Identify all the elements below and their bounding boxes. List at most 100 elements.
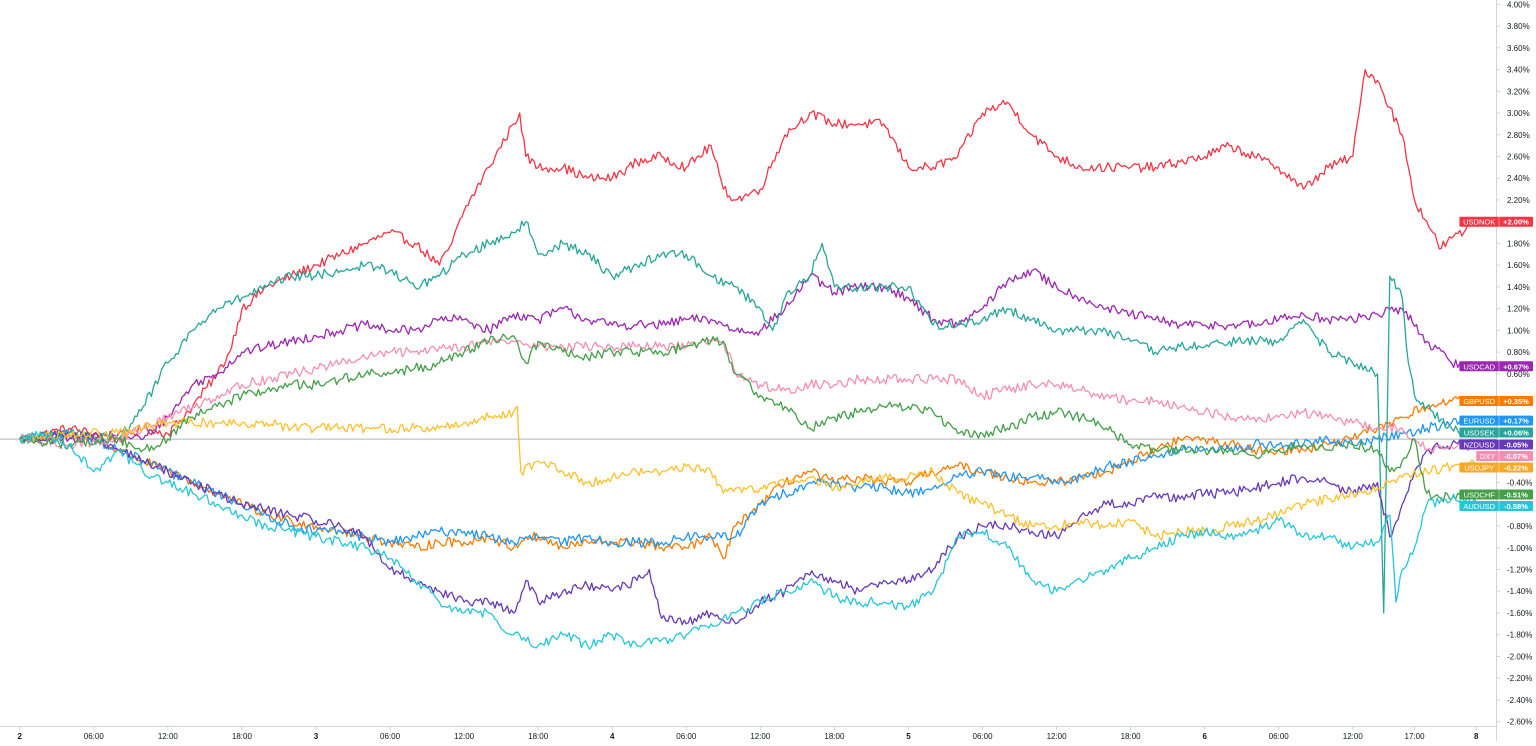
y-tick-label: -1.40% bbox=[1507, 587, 1532, 596]
y-tick-label: 0.80% bbox=[1507, 348, 1530, 357]
series-name-text: NZDUSD bbox=[1464, 441, 1496, 450]
y-tick-label: 1.60% bbox=[1507, 261, 1530, 270]
value-label-usdjpy: USDJPY -0.22% bbox=[1459, 462, 1533, 473]
series-line-eurusd[interactable] bbox=[19, 417, 1477, 548]
y-tick-label: -1.60% bbox=[1507, 609, 1532, 618]
y-axis: 4.00% 3.80% 3.60% 3.40% 3.20% 3.00% 2.80% 2.60%… bbox=[1496, 0, 1532, 741]
series-name-text: DXY bbox=[1480, 452, 1495, 461]
series-name-tag bbox=[1459, 439, 1499, 450]
y-tick-label: -1.00% bbox=[1507, 544, 1532, 553]
y-tick-label: 3.20% bbox=[1507, 87, 1530, 96]
y-tick-label: 0.60% bbox=[1507, 370, 1530, 379]
series-value-tag bbox=[1499, 415, 1533, 426]
y-tick-label: 3.40% bbox=[1507, 66, 1530, 75]
y-tick-label: 1.00% bbox=[1507, 326, 1530, 335]
series-value-tag bbox=[1499, 489, 1533, 500]
series-name-tag bbox=[1459, 216, 1499, 227]
x-tick-label-time: 06:00 bbox=[1269, 732, 1290, 741]
series-name-tag bbox=[1459, 361, 1499, 372]
series-name-text: USDSEK bbox=[1464, 429, 1495, 438]
value-label-dxy: DXY -0.07% bbox=[1476, 451, 1533, 462]
series-line-gbpusd[interactable] bbox=[19, 395, 1477, 560]
y-tick-label: 4.00% bbox=[1507, 0, 1530, 9]
series-value-text: -0.07% bbox=[1504, 452, 1528, 461]
x-tick-label-time: 06:00 bbox=[973, 732, 994, 741]
series-line-audusd[interactable] bbox=[19, 430, 1477, 650]
x-tick-label-time: 06:00 bbox=[84, 732, 105, 741]
y-tick-label: -2.60% bbox=[1507, 718, 1532, 727]
y-tick-label: -2.00% bbox=[1507, 652, 1532, 661]
series-name-text: USDCHF bbox=[1464, 491, 1496, 500]
y-tick-label: -1.80% bbox=[1507, 631, 1532, 640]
x-tick-label-time: 12:00 bbox=[158, 732, 179, 741]
series-line-usdnok[interactable] bbox=[19, 68, 1477, 443]
series-value-text: -0.51% bbox=[1504, 491, 1528, 500]
y-tick-label: 1.20% bbox=[1507, 305, 1530, 314]
series-name-tag bbox=[1476, 451, 1499, 462]
y-tick-label: 2.60% bbox=[1507, 153, 1530, 162]
value-label-nzdusd: NZDUSD -0.05% bbox=[1459, 439, 1533, 450]
y-tick-label: 3.60% bbox=[1507, 44, 1530, 53]
series-name-tag bbox=[1459, 427, 1499, 438]
series-name-text: EURUSD bbox=[1463, 417, 1495, 426]
series-value-text: +2.00% bbox=[1503, 218, 1529, 227]
x-tick-label-day: 3 bbox=[314, 732, 319, 741]
x-tick-label-time: 18:00 bbox=[232, 732, 253, 741]
x-tick-label-day: 8 bbox=[1474, 732, 1479, 741]
series-value-text: -0.58% bbox=[1504, 502, 1528, 511]
series-line-usdjpy[interactable] bbox=[19, 405, 1477, 541]
plot-area[interactable] bbox=[0, 68, 1496, 650]
x-tick-label-time: 12:00 bbox=[1343, 732, 1364, 741]
y-tick-label: 2.40% bbox=[1507, 174, 1530, 183]
series-value-text: -0.22% bbox=[1504, 464, 1528, 473]
series-name-tag bbox=[1459, 489, 1499, 500]
value-label-usdnok: USDNOK +2.00% bbox=[1459, 216, 1533, 227]
y-tick-label: -0.40% bbox=[1507, 479, 1532, 488]
series-name-tag bbox=[1459, 396, 1499, 407]
series-value-text: -0.05% bbox=[1504, 441, 1528, 450]
y-tick-label: 3.80% bbox=[1507, 22, 1530, 31]
series-value-tag bbox=[1499, 216, 1533, 227]
series-line-nzdusd[interactable] bbox=[19, 430, 1477, 626]
x-tick-label-time: 18:00 bbox=[1121, 732, 1142, 741]
value-label-usdsek: USDSEK +0.06% bbox=[1459, 427, 1533, 438]
x-tick-label-time: 06:00 bbox=[676, 732, 697, 741]
series-name-tag bbox=[1459, 462, 1499, 473]
series-name-text: AUDUSD bbox=[1463, 502, 1495, 511]
y-tick-label: 1.40% bbox=[1507, 283, 1530, 292]
series-value-tag bbox=[1499, 396, 1533, 407]
series-name-tag bbox=[1459, 415, 1499, 426]
series-line-usdcad[interactable] bbox=[19, 268, 1477, 445]
series-name-text: GBPUSD bbox=[1463, 397, 1495, 406]
y-tick-label: 2.80% bbox=[1507, 131, 1530, 140]
x-tick-label-day: 6 bbox=[1202, 732, 1207, 741]
series-value-text: +0.67% bbox=[1503, 362, 1529, 371]
value-label-audusd: AUDUSD -0.58% bbox=[1459, 501, 1533, 512]
value-label-gbpusd: GBPUSD +0.35% bbox=[1459, 396, 1533, 407]
x-tick-label-day: 2 bbox=[18, 732, 23, 741]
series-value-text: +0.06% bbox=[1503, 429, 1529, 438]
x-tick-label-day: 4 bbox=[610, 732, 615, 741]
series-value-text: +0.17% bbox=[1503, 417, 1529, 426]
y-tick-label: 2.20% bbox=[1507, 196, 1530, 205]
series-line-usdsek[interactable] bbox=[19, 220, 1477, 614]
x-axis: 2 06:00 12:00 18:00 3 06:00 12:00 18:00 4 06:00 12… bbox=[0, 726, 1496, 741]
series-name-text: USDCAD bbox=[1463, 362, 1495, 371]
y-tick-label: -1.20% bbox=[1507, 565, 1532, 574]
y-tick-label: -2.20% bbox=[1507, 674, 1532, 683]
series-name-text: USDJPY bbox=[1464, 464, 1494, 473]
value-label-usdcad: USDCAD +0.67% bbox=[1459, 361, 1533, 372]
x-tick-label-time: 12:00 bbox=[454, 732, 475, 741]
series-value-text: +0.35% bbox=[1503, 397, 1529, 406]
y-tick-label: 3.00% bbox=[1507, 109, 1530, 118]
x-tick-label-time: 18:00 bbox=[824, 732, 845, 741]
series-value-tag bbox=[1499, 451, 1533, 462]
x-tick-label-time: 12:00 bbox=[1047, 732, 1068, 741]
series-line-usdchf[interactable] bbox=[19, 333, 1477, 503]
y-tick-label: 1.80% bbox=[1507, 239, 1530, 248]
series-value-tag bbox=[1499, 501, 1533, 512]
x-tick-label-time: 17:00 bbox=[1405, 732, 1426, 741]
y-tick-label: -2.40% bbox=[1507, 696, 1532, 705]
